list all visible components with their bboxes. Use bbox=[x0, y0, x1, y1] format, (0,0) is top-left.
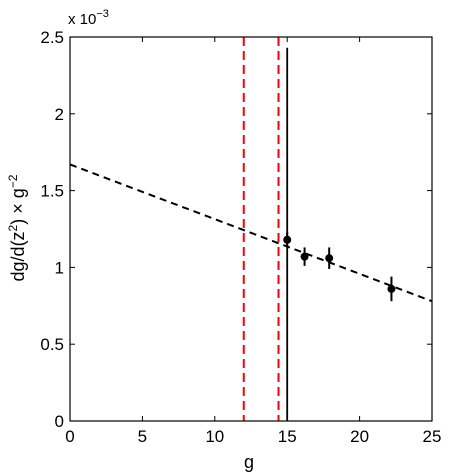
y-axis-label-a: dg/d(z bbox=[8, 231, 28, 281]
y-axis-label-sup1: 2 bbox=[6, 224, 20, 231]
plot-area: 0 5 10 15 20 25 0 0.5 1 1.5 2 2.5 bbox=[40, 28, 441, 446]
data-point-1 bbox=[283, 232, 292, 248]
y-exponent-base: x 10 bbox=[68, 11, 96, 28]
marker-2 bbox=[300, 252, 309, 261]
y-tick-label-2: 1 bbox=[55, 258, 64, 277]
x-tick-label-0: 0 bbox=[65, 427, 74, 446]
data-point-2 bbox=[300, 247, 309, 266]
y-exponent-label: x 10−3 bbox=[68, 8, 109, 28]
x-tick-label-20: 20 bbox=[350, 427, 369, 446]
y-axis-label-b: ) × g bbox=[8, 188, 28, 225]
data-point-3 bbox=[325, 247, 334, 269]
x-tick-label-10: 10 bbox=[205, 427, 224, 446]
x-tick-label-25: 25 bbox=[423, 427, 442, 446]
marker-3 bbox=[325, 254, 334, 263]
y-tick-label-4: 2 bbox=[55, 105, 64, 124]
axes-box bbox=[69, 36, 433, 422]
y-tick-label-5: 2.5 bbox=[40, 28, 64, 47]
data-point-4 bbox=[387, 276, 396, 302]
marker-4 bbox=[387, 284, 396, 293]
y-axis-label-sup2: −2 bbox=[6, 174, 20, 188]
x-axis-label: g bbox=[244, 452, 254, 472]
y-exponent-power: −3 bbox=[96, 8, 109, 20]
marker-1 bbox=[283, 235, 292, 244]
y-tick-label-0: 0 bbox=[55, 412, 64, 431]
x-tick-label-5: 5 bbox=[138, 427, 147, 446]
y-tick-label-1: 0.5 bbox=[40, 335, 64, 354]
y-tick-label-3: 1.5 bbox=[40, 182, 64, 201]
y-axis-label: dg/d(z2) × g−2 bbox=[6, 174, 28, 281]
fit-line bbox=[70, 163, 432, 303]
x-tick-label-15: 15 bbox=[278, 427, 297, 446]
